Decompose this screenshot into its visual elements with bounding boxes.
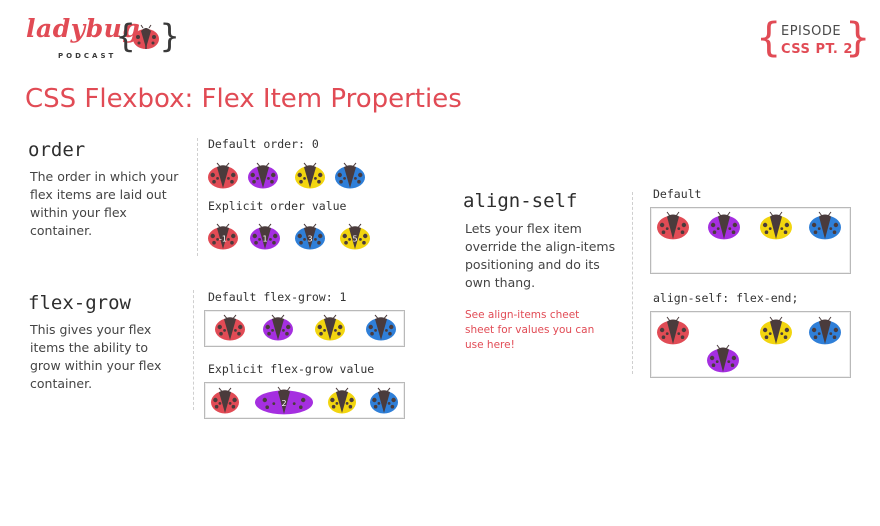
flex-grow-default-blue-ladybug-icon — [365, 313, 397, 341]
order-explicit-purple-ladybug-icon: 1 — [249, 222, 281, 250]
order-default-red-ladybug-icon — [207, 161, 239, 189]
logo-ladybug-icon — [131, 24, 161, 54]
align-self-end-red-ladybug-icon — [656, 315, 690, 345]
flex-grow-default-yellow-ladybug-icon — [314, 313, 346, 341]
order-description: The order in which your flex items are l… — [30, 169, 179, 238]
svg-text:3: 3 — [307, 235, 312, 244]
order-property-name: order — [28, 139, 86, 161]
logo-brace-left: { — [116, 17, 136, 55]
align-self-default-blue-ladybug-icon — [808, 210, 842, 240]
flex-grow-explicit-blue-ladybug-icon — [369, 386, 399, 414]
order-example2-label: Explicit order value — [208, 199, 347, 213]
align-self-example2-container — [650, 311, 851, 378]
align-self-default-yellow-ladybug-icon — [759, 210, 793, 240]
flex-grow-example1-container — [204, 310, 405, 347]
flex-grow-example2-container — [204, 382, 405, 419]
page-title: CSS Flexbox: Flex Item Properties — [25, 84, 462, 114]
order-default-yellow-ladybug-icon — [294, 161, 326, 189]
flex-grow-default-purple-ladybug-icon — [262, 313, 294, 341]
align-self-property-name: align-self — [463, 190, 578, 212]
align-self-example1-container — [650, 207, 851, 274]
order-divider — [197, 138, 198, 256]
podcast-logo-subtitle: PODCAST — [58, 52, 117, 60]
flex-grow-example2-label: Explicit flex-grow value — [208, 362, 375, 376]
align-self-end-blue-ladybug-icon — [808, 315, 842, 345]
align-self-description: Lets your flex item override the align-i… — [465, 221, 616, 290]
flex-grow-description: This gives your flex items the ability t… — [30, 322, 162, 391]
order-explicit-blue-ladybug-icon: 3 — [294, 222, 326, 250]
flex-grow-default-red-ladybug-icon — [214, 313, 246, 341]
align-self-end-purple-ladybug-icon — [706, 343, 740, 373]
align-self-example2-label: align-self: flex-end; — [653, 291, 799, 305]
episode-name: CSS PT. 2 — [781, 42, 853, 57]
order-explicit-yellow-ladybug-icon: 5 — [339, 222, 371, 250]
order-default-blue-ladybug-icon — [334, 161, 366, 189]
align-self-divider — [632, 192, 633, 374]
flex-grow-property-name: flex-grow — [28, 292, 131, 314]
order-default-purple-ladybug-icon — [247, 161, 279, 189]
order-explicit-red-ladybug-icon: -1 — [207, 222, 239, 250]
flex-grow-divider — [193, 290, 194, 410]
svg-text:5: 5 — [352, 235, 357, 244]
flex-grow-explicit-yellow-ladybug-icon — [327, 386, 357, 414]
svg-text:1: 1 — [262, 235, 267, 244]
episode-label: EPISODE — [781, 24, 842, 39]
svg-text:2: 2 — [281, 399, 286, 408]
episode-brace-right: } — [845, 15, 871, 61]
align-self-note: See align-items cheet sheet for values y… — [465, 309, 595, 351]
logo-brace-right: } — [160, 17, 180, 55]
svg-text:-1: -1 — [219, 235, 227, 244]
flex-grow-explicit-red-ladybug-icon — [210, 386, 240, 414]
align-self-default-purple-ladybug-icon — [707, 210, 741, 240]
align-self-default-red-ladybug-icon — [656, 210, 690, 240]
align-self-end-yellow-ladybug-icon — [759, 315, 793, 345]
episode-brace-left: { — [756, 15, 782, 61]
podcast-logo-text: ladybug — [26, 14, 141, 43]
flex-grow-explicit-purple-ladybug-icon: 2 — [254, 385, 314, 415]
order-example1-label: Default order: 0 — [208, 137, 319, 151]
flex-grow-example1-label: Default flex-grow: 1 — [208, 290, 347, 304]
align-self-example1-label: Default — [653, 187, 702, 201]
